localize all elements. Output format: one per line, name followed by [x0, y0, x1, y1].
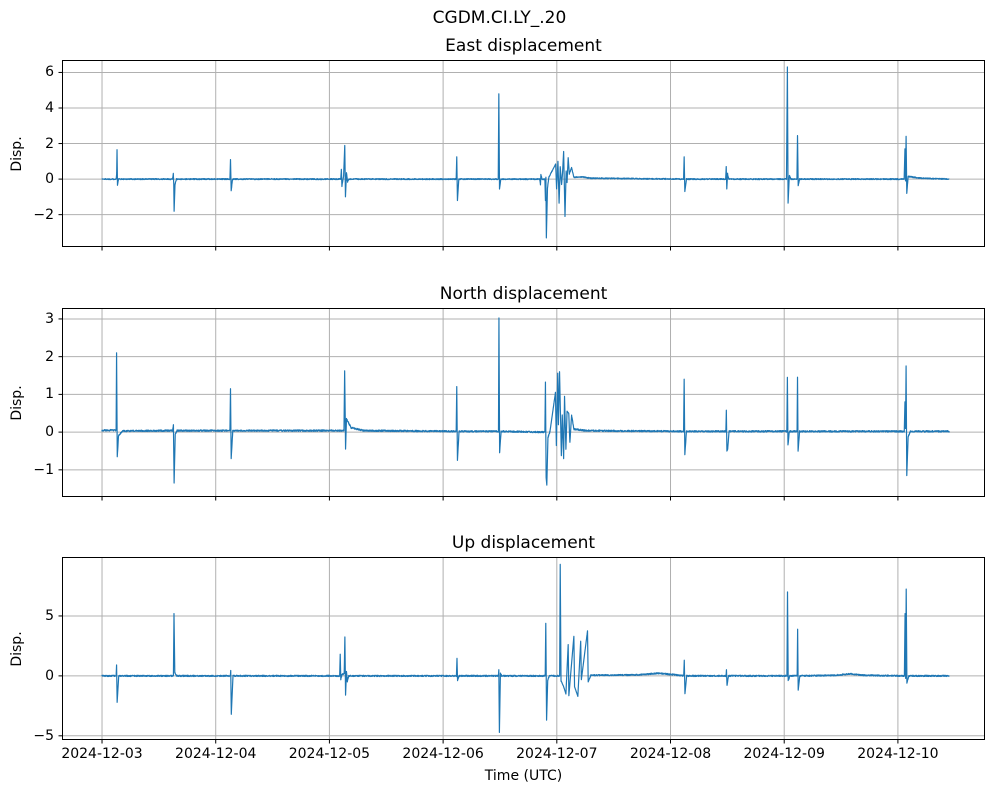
y-tick-label-up: 0 — [45, 667, 54, 684]
series-line-east — [101, 66, 950, 239]
plot-area-up — [58, 557, 985, 744]
y-tick-label-up: 5 — [45, 607, 54, 624]
x-tick-label: 2024-12-04 — [175, 746, 257, 762]
x-axis-title: Time (UTC) — [484, 768, 563, 784]
y-tick-label-up: −5 — [33, 727, 54, 744]
y-tick-label-east: −2 — [33, 206, 54, 223]
axes-spines — [62, 557, 985, 740]
y-tick-label-north: 0 — [45, 424, 54, 441]
y-tick-label-east: 6 — [45, 64, 54, 81]
x-tick-label: 2024-12-05 — [288, 746, 371, 762]
series-line-north — [101, 317, 950, 486]
figure-title: CGDM.CI.LY_.20 — [432, 8, 567, 28]
y-tick-label-north: 1 — [45, 386, 54, 403]
subplot-title-north: North displacement — [439, 284, 608, 304]
y-tick-label-east: 0 — [45, 171, 54, 188]
y-tick-label-north: 2 — [45, 348, 54, 365]
subplot-title-east: East displacement — [445, 36, 602, 56]
plot-area-north — [58, 308, 985, 501]
x-tick-label: 2024-12-10 — [857, 746, 939, 762]
x-tick-label: 2024-12-03 — [61, 746, 143, 762]
x-tick-label: 2024-12-06 — [402, 746, 484, 762]
x-tick-label: 2024-12-07 — [516, 746, 598, 762]
x-tick-label: 2024-12-08 — [629, 746, 712, 762]
axes-spines — [62, 60, 985, 247]
plot-area-east — [58, 60, 985, 251]
y-tick-label-north: −1 — [33, 461, 54, 478]
subplot-title-up: Up displacement — [451, 533, 596, 553]
y-tick-label-east: 4 — [45, 99, 54, 116]
y-tick-label-north: 3 — [45, 310, 54, 327]
series-line-up — [101, 563, 950, 733]
x-tick-label: 2024-12-09 — [743, 746, 825, 762]
axes-spines — [62, 308, 985, 497]
y-tick-label-east: 2 — [45, 135, 54, 152]
